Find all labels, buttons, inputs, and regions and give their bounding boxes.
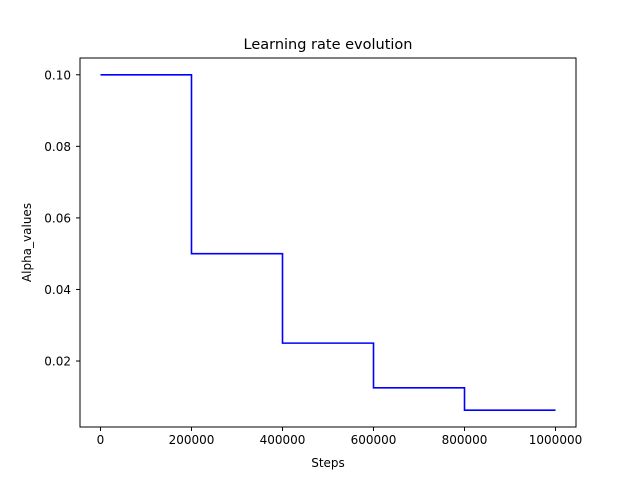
y-axis-label: Alpha_values (20, 203, 34, 282)
x-axis-ticks: 0 200000 400000 600000 800000 1000000 (97, 427, 582, 447)
y-tick-label: 0.08 (44, 140, 71, 154)
y-tick-label: 0.10 (44, 68, 71, 82)
x-axis-label: Steps (311, 456, 345, 470)
y-axis-ticks: 0.02 0.04 0.06 0.08 0.10 (44, 68, 80, 369)
x-tick-label: 200000 (169, 433, 215, 447)
chart-title: Learning rate evolution (244, 37, 413, 53)
x-tick-label: 600000 (351, 433, 397, 447)
y-tick-label: 0.06 (44, 211, 71, 225)
y-tick-label: 0.04 (44, 283, 71, 297)
plot-area (79, 57, 577, 428)
y-tick-label: 0.02 (44, 355, 71, 369)
series-line (100, 73, 556, 412)
x-tick-label: 400000 (260, 433, 306, 447)
x-tick-label: 1000000 (529, 433, 582, 447)
x-tick-label: 0 (97, 433, 105, 447)
axes-frame (79, 57, 577, 428)
x-tick-label: 800000 (442, 433, 488, 447)
